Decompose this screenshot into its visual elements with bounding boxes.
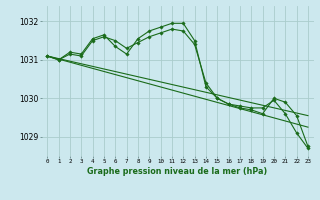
X-axis label: Graphe pression niveau de la mer (hPa): Graphe pression niveau de la mer (hPa): [87, 167, 268, 176]
